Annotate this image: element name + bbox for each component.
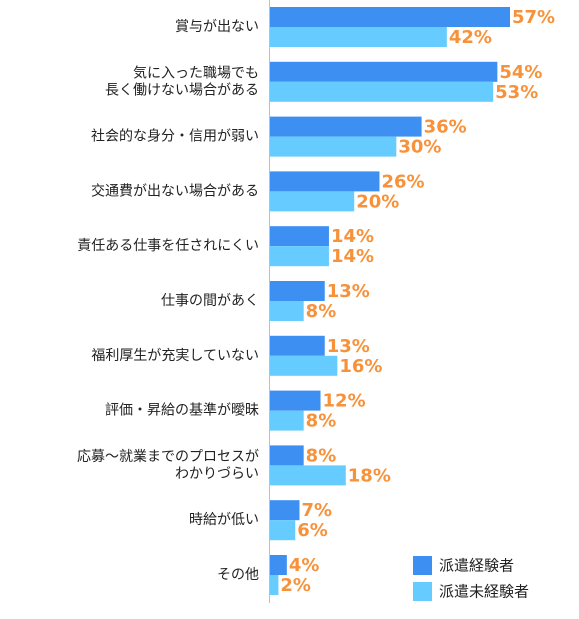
data-label: 30% (398, 137, 441, 158)
bar-experienced (270, 226, 329, 247)
data-label: 8% (306, 445, 337, 466)
category-label: 賞与が出ない (175, 19, 259, 35)
bar-experienced (270, 116, 422, 137)
bar-experienced (270, 390, 321, 411)
bar-inexperienced (270, 575, 279, 595)
bar-inexperienced (270, 81, 494, 102)
data-label: 57% (512, 7, 555, 28)
data-label: 4% (289, 555, 320, 576)
data-label: 14% (331, 226, 374, 247)
bar-inexperienced (270, 136, 397, 157)
bar-inexperienced (270, 27, 447, 47)
bar-inexperienced (270, 301, 304, 321)
data-label: 54% (499, 62, 542, 83)
legend-label: 派遣未経験者 (439, 583, 529, 601)
category-label: 時給が低い (189, 512, 259, 528)
data-label: 20% (356, 191, 399, 212)
category-labels-group: 賞与が出ない気に入った職場でも長く働けない場合がある社会的な身分・信用が弱い交通… (77, 19, 259, 583)
bar-experienced (270, 335, 325, 356)
bar-experienced (270, 445, 304, 466)
data-label: 18% (348, 465, 391, 486)
data-label: 13% (327, 336, 370, 357)
data-label: 16% (339, 356, 382, 377)
data-label: 36% (424, 117, 467, 138)
data-label: 26% (381, 171, 424, 192)
category-label: その他 (217, 567, 259, 583)
bar-experienced (270, 500, 300, 521)
category-label: 応募～就業までのプロセスが (77, 449, 259, 465)
category-label: 社会的な身分・信用が弱い (91, 129, 259, 145)
bar-inexperienced (270, 246, 329, 267)
bar-experienced (270, 61, 498, 82)
bar-inexperienced (270, 410, 304, 431)
bar-experienced (270, 281, 325, 301)
data-label: 7% (301, 500, 332, 521)
category-label: 福利厚生が充実していない (91, 348, 259, 364)
data-label: 53% (495, 82, 538, 103)
data-label: 14% (331, 246, 374, 267)
data-label: 13% (327, 281, 370, 302)
bar-inexperienced (270, 355, 338, 376)
data-label: 6% (297, 520, 328, 541)
category-label: 長く働けない場合がある (105, 82, 259, 98)
data-label: 2% (280, 575, 311, 596)
legend-swatch (413, 582, 432, 601)
category-label: 評価・昇給の基準が曖昧 (105, 402, 259, 419)
legend-swatch (413, 556, 432, 575)
category-label: 交通費が出ない場合がある (91, 182, 259, 199)
bar-inexperienced (270, 191, 355, 212)
bar-experienced (270, 555, 287, 575)
category-label: 気に入った職場でも (133, 65, 259, 81)
category-label: 責任ある仕事を任されにくい (77, 238, 259, 254)
data-label: 8% (306, 301, 337, 322)
legend-label: 派遣経験者 (439, 557, 514, 575)
value-labels-group: 57%42%54%53%36%30%26%20%14%14%13%8%13%16… (280, 7, 555, 596)
bar-experienced (270, 171, 380, 192)
bar-experienced (270, 7, 510, 27)
bar-inexperienced (270, 520, 296, 541)
data-label: 12% (323, 391, 366, 412)
category-label: 仕事の間があく (161, 293, 259, 309)
data-label: 42% (449, 27, 492, 48)
category-label: わかりづらい (175, 466, 259, 482)
bars-group (270, 7, 510, 595)
data-label: 8% (306, 411, 337, 432)
bar-inexperienced (270, 465, 346, 486)
